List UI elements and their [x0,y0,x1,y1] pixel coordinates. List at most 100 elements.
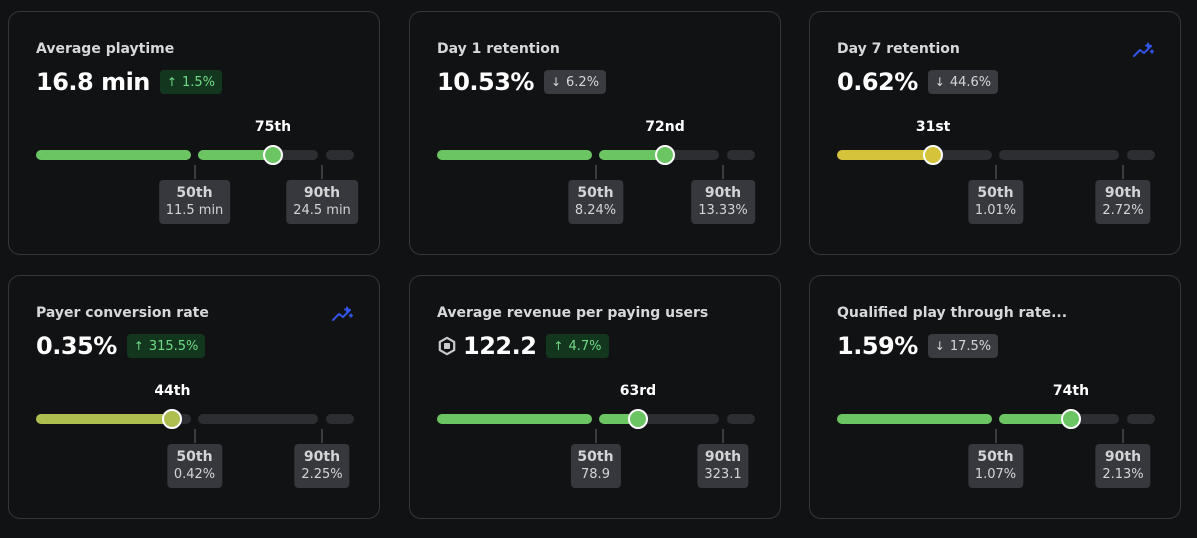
metric-card[interactable]: Qualified play through rate... 1.59% ↓ 17.5… [809,275,1181,519]
percentile-label: 44th [154,383,191,399]
benchmark-value: 11.5 min [165,203,224,218]
metric-value-row: 1.59% ↓ 17.5% [837,331,999,361]
benchmark-percentile: 50th [577,449,614,465]
benchmark-tick [1122,165,1124,179]
delta-value: 4.7% [568,338,602,354]
metric-card[interactable]: Day 7 retention 0.62% ↓ 44.6% 31st 50th 1.01% 9… [809,11,1181,255]
delta-badge: ↓ 44.6% [927,70,999,94]
percentile-marker[interactable] [263,145,283,165]
robux-icon [437,336,457,356]
trend-sparkle-icon[interactable] [1132,42,1155,58]
benchmark-value: 2.13% [1102,467,1144,482]
benchmark-value: 2.25% [301,467,343,482]
percentile-marker[interactable] [628,409,648,429]
metric-card[interactable]: Average revenue per paying users 122.2 ↑ 4.… [409,275,781,519]
benchmark-tick [193,429,196,443]
metric-card[interactable]: Day 1 retention 10.53% ↓ 6.2% 72nd 50th 8.24% 9… [409,11,781,255]
percentile-track-segment [437,414,592,424]
metric-card[interactable]: Payer conversion rate 0.35% ↑ 315.5% 44th 50t… [8,275,380,519]
benchmark-tick [594,165,597,179]
percentile-fill [36,414,173,424]
benchmark-p50: 50th 11.5 min [158,180,231,224]
benchmark-value: 0.42% [173,467,216,482]
benchmark-percentile: 90th [303,449,341,465]
benchmark-p90: 90th 24.5 min [286,180,358,224]
metric-title: Day 1 retention [437,41,560,57]
delta-badge: ↑ 1.5% [159,70,222,94]
metric-title: Average revenue per paying users [437,305,709,321]
arrow-up-icon: ↑ [133,339,144,353]
percentile-track-segment [599,414,719,424]
benchmark-value: 1.07% [974,467,1017,482]
arrow-down-icon: ↓ [934,75,945,89]
benchmark-value: 2.72% [1102,203,1144,218]
benchmark-tick [321,165,323,179]
benchmark-p90: 90th 13.33% [691,180,755,224]
benchmark-tick [1122,429,1124,443]
metric-value-row: 10.53% ↓ 6.2% [437,67,607,97]
benchmark-percentile: 90th [303,185,341,201]
percentile-track-segment [999,414,1119,424]
benchmark-tick [193,165,196,179]
metric-value: 122.2 [463,332,537,360]
percentile-fill [599,150,665,160]
benchmark-percentile: 90th [1104,449,1142,465]
percentile-track-segment [36,150,191,160]
benchmark-percentile: 50th [176,185,213,201]
percentile-fill [36,150,191,160]
percentile-fill [599,414,638,424]
percentile-label: 74th [1052,383,1090,399]
arrow-up-icon: ↑ [166,75,177,89]
percentile-fill [198,150,273,160]
percentile-fill [437,414,592,424]
benchmark-p50: 50th 0.42% [166,444,223,488]
benchmark-percentile: 50th [977,185,1014,201]
benchmark-p50: 50th 78.9 [570,444,621,488]
arrow-down-icon: ↓ [934,339,945,353]
delta-badge: ↓ 17.5% [927,334,999,358]
benchmark-p90: 90th 2.13% [1095,444,1151,488]
percentile-fill [437,150,592,160]
benchmark-value: 13.33% [698,203,748,218]
benchmark-value: 78.9 [581,467,610,482]
percentile-track-segment [1127,150,1155,160]
percentile-label: 63rd [619,383,657,399]
percentile-label: 72nd [645,119,685,135]
metric-card[interactable]: Average playtime 16.8 min ↑ 1.5% 75th 50th 11.… [8,11,380,255]
benchmark-tick [722,429,724,443]
benchmark-percentile: 90th [704,185,742,201]
percentile-label: 75th [254,119,292,135]
metric-value: 0.62% [837,68,918,96]
benchmark-tick [722,165,724,179]
metric-value: 0.35% [36,332,117,360]
benchmark-percentile: 50th [577,185,614,201]
metric-title: Payer conversion rate [36,305,209,321]
percentile-marker[interactable] [655,145,675,165]
benchmark-p50: 50th 1.07% [967,444,1024,488]
percentile-fill [837,150,934,160]
percentile-track-segment [198,150,318,160]
percentile-label: 31st [915,119,951,135]
percentile-marker[interactable] [162,409,183,429]
delta-value: 315.5% [148,338,199,354]
delta-badge: ↑ 4.7% [546,334,609,358]
percentile-track-segment [437,150,592,160]
benchmark-percentile: 50th [176,449,213,465]
benchmark-tick [994,165,997,179]
metric-value-row: 122.2 ↑ 4.7% [437,331,609,361]
percentile-track-segment [326,150,354,160]
benchmark-p50: 50th 1.01% [967,180,1024,224]
percentile-marker[interactable] [1061,409,1081,429]
metric-value: 10.53% [437,68,534,96]
percentile-track-segment [1127,414,1155,424]
percentile-marker[interactable] [923,145,944,165]
benchmark-percentile: 90th [1104,185,1142,201]
metric-title: Day 7 retention [837,41,960,57]
delta-badge: ↑ 315.5% [126,334,206,358]
trend-sparkle-icon[interactable] [331,306,354,322]
benchmark-value: 8.24% [574,203,617,218]
benchmark-percentile: 50th [977,449,1014,465]
benchmark-p50: 50th 8.24% [567,180,624,224]
benchmark-value: 323.1 [704,467,742,482]
metric-value: 16.8 min [36,68,150,96]
